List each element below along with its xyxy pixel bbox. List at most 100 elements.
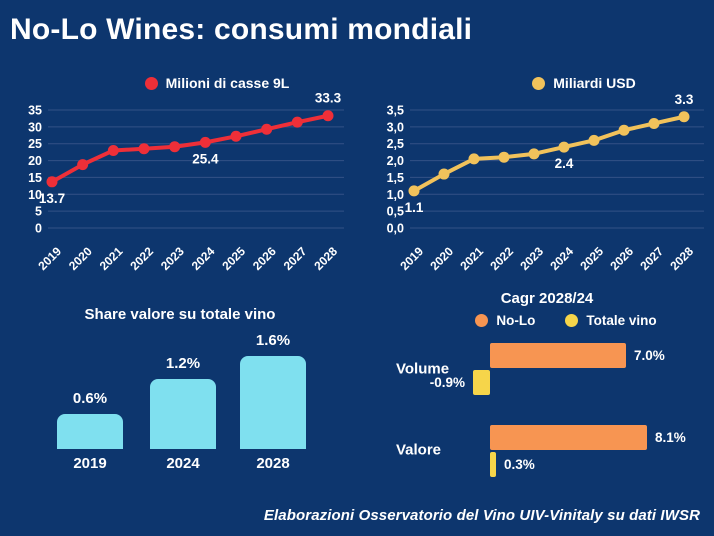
y-tick-label: 0,5: [387, 205, 404, 219]
data-point: [588, 134, 600, 146]
y-tick-label: 20: [28, 154, 42, 168]
data-point: [498, 151, 510, 163]
y-tick-label: 2,5: [387, 137, 404, 151]
chart-usd-line: Miliardi USD 0,0 0,5 1,0 1,5 2,0 2,5 3,0 3,5 201…: [362, 74, 710, 274]
data-point-label: 13.7: [39, 191, 65, 206]
x-tick-label: 2027: [281, 244, 310, 273]
x-tick-label: 2027: [637, 244, 666, 273]
x-tick-label: 2021: [97, 244, 126, 273]
x-tick-label: 2021: [457, 244, 486, 273]
x-tick-label: 2026: [250, 244, 279, 273]
data-point: [558, 141, 570, 153]
share-bar: [57, 414, 123, 449]
data-point: [230, 130, 242, 142]
data-point: [678, 111, 690, 123]
data-point: [199, 136, 211, 148]
share-bar-value-label: 1.2%: [165, 355, 201, 372]
cagr-legend-totale-dot-icon: [565, 313, 579, 327]
data-point: [261, 123, 273, 135]
y-tick-label: 2,0: [387, 154, 404, 168]
cases-legend-label: Milioni di casse 9L: [165, 75, 290, 91]
data-point: [77, 159, 89, 171]
x-tick-label: 2022: [127, 244, 156, 273]
y-tick-label: 25: [28, 137, 42, 151]
data-point: [107, 144, 119, 156]
x-tick-label: 2025: [219, 244, 248, 273]
cagr-bar-totale: [473, 370, 490, 395]
cagr-legend-nolo-label: No-Lo: [496, 312, 536, 328]
y-tick-label: 5: [35, 205, 42, 219]
y-tick-label: 30: [28, 120, 42, 134]
share-bar-year-label: 2028: [256, 455, 290, 472]
x-tick-label: 2028: [311, 244, 340, 273]
x-tick-label: 2023: [517, 244, 546, 273]
cases-legend: Milioni di casse 9L: [12, 74, 386, 92]
x-tick-label: 2028: [667, 244, 696, 273]
cagr-category-label: Valore: [396, 441, 442, 459]
usd-legend-label: Miliardi USD: [553, 75, 636, 91]
x-tick-label: 2019: [397, 244, 426, 273]
chart-cases-line: Milioni di casse 9L 0 5 10 15 20 25 30 35 2019 20…: [12, 74, 350, 274]
data-point-label: 25.4: [192, 151, 219, 166]
data-point: [438, 168, 450, 180]
x-tick-label: 2020: [427, 244, 456, 273]
y-tick-label: 35: [28, 104, 42, 118]
cagr-chart-title: Cagr 2028/24: [500, 290, 594, 307]
share-bar: [150, 379, 216, 449]
data-point-label: 1.1: [405, 200, 424, 215]
cagr-bar-nolo: [490, 425, 647, 450]
data-point: [648, 117, 660, 129]
cagr-legend-totale-label: Totale vino: [586, 312, 657, 328]
x-tick-label: 2025: [577, 244, 606, 273]
y-tick-label: 0,0: [387, 222, 404, 236]
cagr-category-label: Volume: [396, 360, 450, 378]
usd-legend-dot-icon: [532, 76, 546, 90]
cagr-bar-value-label: 0.3%: [504, 457, 535, 472]
chart-share-bar: Share valore su totale vino 0.6% 2019 1.2%…: [20, 292, 340, 480]
share-chart-title: Share valore su totale vino: [84, 306, 276, 323]
cases-legend-dot-icon: [144, 76, 158, 90]
data-point: [46, 176, 58, 188]
data-point: [468, 153, 480, 165]
share-bar-value-label: 1.6%: [255, 332, 291, 349]
x-tick-label: 2024: [547, 244, 576, 273]
cagr-bar-value-label: -0.9%: [429, 375, 465, 390]
y-tick-label: 0: [35, 222, 42, 236]
data-point-label: 33.3: [315, 91, 342, 106]
cagr-bar-value-label: 8.1%: [655, 430, 686, 445]
share-bar-value-label: 0.6%: [72, 390, 108, 407]
x-tick-label: 2022: [487, 244, 516, 273]
cagr-bar-value-label: 7.0%: [634, 348, 665, 363]
x-tick-label: 2023: [158, 244, 187, 273]
x-tick-label: 2024: [189, 244, 218, 273]
data-point: [169, 141, 181, 153]
y-tick-label: 3,5: [387, 104, 404, 118]
usd-line-plot: 0,0 0,5 1,0 1,5 2,0 2,5 3,0 3,5 2019 2020 2021 2022…: [387, 92, 704, 273]
share-bar-year-label: 2019: [73, 455, 107, 472]
share-bar-year-label: 2024: [166, 455, 200, 472]
data-point: [618, 124, 630, 136]
cagr-bar-totale: [490, 452, 496, 477]
data-point: [138, 143, 150, 155]
data-point: [322, 110, 334, 122]
y-tick-label: 3,0: [387, 120, 404, 134]
x-tick-label: 2026: [607, 244, 636, 273]
page-title: No-Lo Wines: consumi mondiali: [10, 13, 473, 46]
share-bar: [240, 356, 306, 449]
data-point-label: 2.4: [555, 156, 574, 171]
data-point-label: 3.3: [675, 92, 694, 107]
data-point: [408, 185, 420, 197]
data-line: [412, 114, 686, 193]
x-tick-label: 2020: [66, 244, 95, 273]
source-footer: Elaborazioni Osservatorio del Vino UIV-V…: [263, 507, 700, 524]
x-tick-label: 2019: [35, 244, 64, 273]
cagr-legend: No-Lo Totale vino: [380, 311, 714, 329]
y-tick-label: 1,0: [387, 188, 404, 202]
data-line: [50, 113, 330, 184]
chart-cagr-bar: Cagr 2028/24 No-Lo Totale vino Volume 7.0…: [380, 285, 714, 485]
usd-legend: Miliardi USD: [362, 74, 714, 92]
cagr-bar-nolo: [490, 343, 626, 368]
data-point: [291, 116, 303, 128]
